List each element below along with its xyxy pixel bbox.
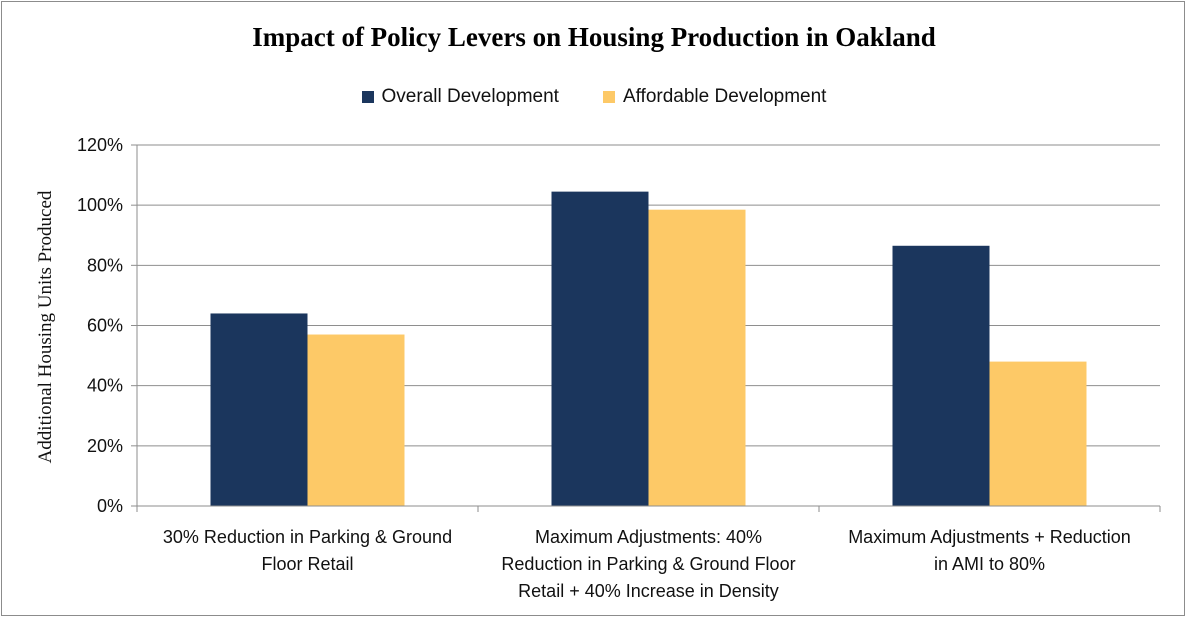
y-tick-labels: 0% 20% 40% 60% 80% 100% 120% xyxy=(77,135,123,516)
y-tick-label: 120% xyxy=(77,135,123,155)
bar-overall-3 xyxy=(892,245,990,506)
bars xyxy=(210,191,1087,507)
category-label-3: Maximum Adjustments + Reduction in AMI to… xyxy=(848,527,1131,574)
category-labels: 30% Reduction in Parking & Ground Floor R… xyxy=(163,527,1131,601)
category-label-line: Reduction in Parking & Ground Floor xyxy=(501,554,795,574)
category-label-line: Maximum Adjustments: 40% xyxy=(535,527,762,547)
legend-swatch-affordable xyxy=(602,91,615,103)
chart-title: Impact of Policy Levers on Housing Produ… xyxy=(252,22,936,52)
legend: Overall Development Affordable Developme… xyxy=(0,86,1188,108)
axes xyxy=(136,145,1161,512)
bar-overall-2 xyxy=(551,191,649,507)
category-label-line: Floor Retail xyxy=(261,554,353,574)
category-label-line: 30% Reduction in Parking & Ground xyxy=(163,527,452,547)
y-axis-label: Additional Housing Units Produced xyxy=(35,190,56,463)
bar-overall-1 xyxy=(210,313,308,506)
legend-swatch-overall xyxy=(361,91,374,103)
bar-affordable-2 xyxy=(648,209,746,506)
bar-affordable-3 xyxy=(989,361,1087,506)
y-tick-label: 80% xyxy=(87,255,123,275)
bar-affordable-1 xyxy=(307,334,405,506)
y-tick-label: 0% xyxy=(97,496,123,516)
legend-item-overall: Overall Development xyxy=(361,86,559,108)
category-label-2: Maximum Adjustments: 40% Reduction in Par… xyxy=(501,527,795,601)
y-tick-label: 100% xyxy=(77,195,123,215)
y-tick-label: 60% xyxy=(87,316,123,336)
legend-label-overall: Overall Development xyxy=(381,86,559,107)
legend-label-affordable: Affordable Development xyxy=(622,86,827,107)
y-tick-label: 40% xyxy=(87,376,123,396)
legend-item-affordable: Affordable Development xyxy=(602,86,827,108)
y-tick-label: 20% xyxy=(87,436,123,456)
category-label-line: Retail + 40% Increase in Density xyxy=(518,581,779,601)
category-label-1: 30% Reduction in Parking & Ground Floor R… xyxy=(163,527,452,574)
category-label-line: Maximum Adjustments + Reduction xyxy=(848,527,1131,547)
category-label-line: in AMI to 80% xyxy=(934,554,1045,574)
